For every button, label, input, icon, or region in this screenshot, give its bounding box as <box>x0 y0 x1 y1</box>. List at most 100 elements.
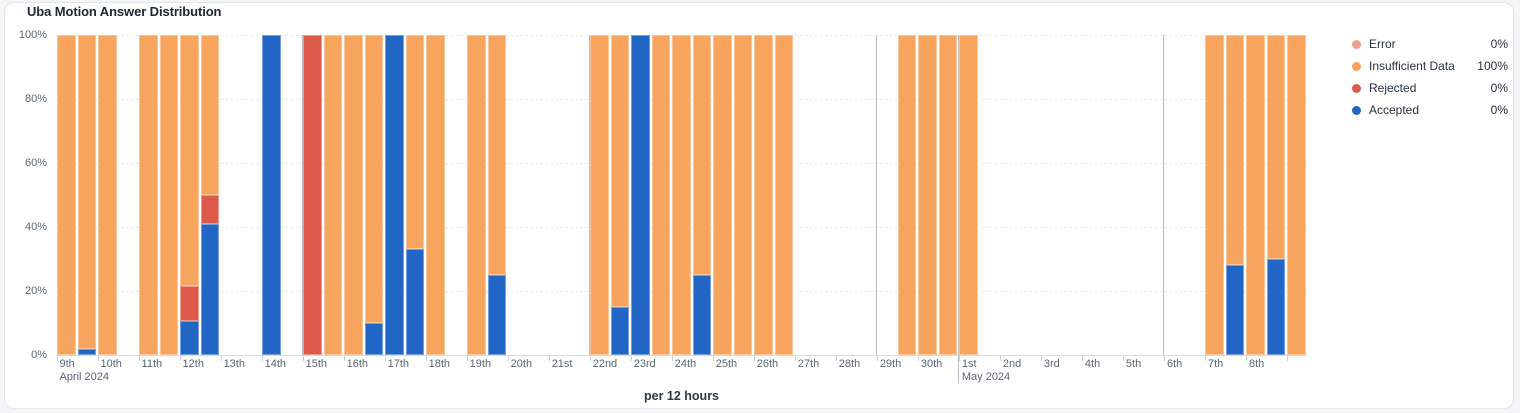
x-axis-tick <box>56 356 58 361</box>
bar-segment-accepted[interactable] <box>1266 259 1286 355</box>
bar-segment-insufficient_data[interactable] <box>774 35 794 355</box>
bar-segment-accepted[interactable] <box>262 35 281 355</box>
stacked-bar <box>323 35 343 355</box>
x-axis-tick-label: 11th <box>141 358 163 370</box>
stacked-bar <box>1225 35 1245 355</box>
stacked-bar <box>57 35 76 355</box>
stacked-bar <box>918 35 937 355</box>
bar-segment-insufficient_data[interactable] <box>590 35 609 355</box>
stacked-bar <box>487 35 507 355</box>
x-axis-tick <box>1122 356 1124 361</box>
x-axis-tick-label: 12th <box>182 358 204 370</box>
bar-segment-accepted[interactable] <box>364 323 384 355</box>
stacked-bar <box>467 35 486 355</box>
bar-segment-insufficient_data[interactable] <box>1246 35 1265 355</box>
bar-segment-insufficient_data[interactable] <box>200 35 220 196</box>
legend-item-insufficient_data[interactable]: Insufficient Data 100% <box>1352 55 1508 77</box>
x-axis-tick-label: 28th <box>838 358 861 370</box>
x-axis-tick <box>302 356 304 361</box>
bar-segment-insufficient_data[interactable] <box>1225 35 1245 266</box>
x-axis-tick-label: 18th <box>428 358 451 370</box>
bar-segment-accepted[interactable] <box>405 249 425 355</box>
bar-segment-insufficient_data[interactable] <box>651 35 671 355</box>
x-axis-tick-label: 4th <box>1084 358 1101 370</box>
bar-segment-accepted[interactable] <box>631 35 650 355</box>
x-axis-tick <box>753 356 755 361</box>
bar-segment-insufficient_data[interactable] <box>467 35 486 355</box>
bar-segment-insufficient_data[interactable] <box>672 35 691 355</box>
bar-segment-insufficient_data[interactable] <box>610 35 630 307</box>
stacked-bar <box>139 35 158 355</box>
bar-segment-rejected[interactable] <box>303 35 322 355</box>
x-axis-tick-label: 3rd <box>1043 358 1060 370</box>
bar-segment-rejected[interactable] <box>200 195 220 224</box>
bar-segment-accepted[interactable] <box>1225 265 1245 355</box>
legend-value: 0% <box>1490 81 1508 95</box>
legend-label: Accepted <box>1369 103 1420 117</box>
legend: Error 0% Insufficient Data 100% Rejected 0% Ac… <box>1352 33 1508 121</box>
stacked-bar <box>672 35 691 355</box>
bar-segment-insufficient_data[interactable] <box>57 35 76 355</box>
x-axis-tick <box>1081 356 1083 361</box>
bar-segment-insufficient_data[interactable] <box>1205 35 1224 355</box>
bar-segment-insufficient_data[interactable] <box>1266 35 1286 259</box>
y-axis-tick-label: 40% <box>24 221 47 233</box>
bar-segment-accepted[interactable] <box>692 275 712 355</box>
bar-segment-insufficient_data[interactable] <box>713 35 732 355</box>
bar-segment-accepted[interactable] <box>77 348 96 355</box>
x-axis-tick-label: 14th <box>264 358 286 370</box>
stacked-bar <box>959 35 978 355</box>
x-axis-tick <box>425 356 427 361</box>
bar-segment-insufficient_data[interactable] <box>426 35 445 355</box>
bar-segment-insufficient_data[interactable] <box>364 35 384 323</box>
x-axis-tick <box>1163 356 1165 361</box>
x-axis-tick <box>97 356 99 361</box>
bar-segment-accepted[interactable] <box>385 35 404 355</box>
x-axis-tick-label: 9th <box>59 358 75 370</box>
bar-segment-insufficient_data[interactable] <box>733 35 753 355</box>
bar-segment-insufficient_data[interactable] <box>897 35 917 355</box>
bar-segment-insufficient_data[interactable] <box>754 35 773 355</box>
bar-segment-insufficient_data[interactable] <box>180 35 199 287</box>
x-axis-tick-label: 8th <box>1248 358 1265 370</box>
x-axis-tick-label: 21st <box>551 358 573 370</box>
bar-segment-insufficient_data[interactable] <box>938 35 958 355</box>
stacked-bar <box>159 35 179 355</box>
stacked-bar <box>774 35 794 355</box>
bar-segment-insufficient_data[interactable] <box>344 35 363 355</box>
legend-item-accepted[interactable]: Accepted 0% <box>1352 99 1508 121</box>
bar-segment-insufficient_data[interactable] <box>1287 35 1306 355</box>
legend-label: Rejected <box>1369 81 1417 95</box>
week-gridline <box>1163 35 1165 355</box>
bar-segment-accepted[interactable] <box>610 307 630 355</box>
bar-segment-insufficient_data[interactable] <box>487 35 507 275</box>
legend-item-rejected[interactable]: Rejected 0% <box>1352 77 1508 99</box>
stacked-bar <box>180 35 199 355</box>
x-axis-tick <box>261 356 263 361</box>
x-axis-month-label: April 2024 <box>59 371 110 383</box>
week-gridline <box>589 35 591 355</box>
y-axis-tick-label: 60% <box>24 157 47 169</box>
x-axis-tick <box>384 356 386 361</box>
bar-segment-accepted[interactable] <box>487 275 507 355</box>
stacked-bar <box>1287 35 1306 355</box>
x-axis-tick <box>671 356 673 361</box>
stacked-bar <box>651 35 671 355</box>
bar-segment-rejected[interactable] <box>180 286 199 322</box>
bar-segment-insufficient_data[interactable] <box>98 35 117 355</box>
stacked-bar <box>692 35 712 355</box>
bar-segment-insufficient_data[interactable] <box>692 35 712 275</box>
bar-segment-insufficient_data[interactable] <box>323 35 343 355</box>
bar-segment-insufficient_data[interactable] <box>159 35 179 355</box>
x-axis-tick-label: 20th <box>510 358 533 370</box>
bar-segment-insufficient_data[interactable] <box>77 35 96 349</box>
bar-segment-insufficient_data[interactable] <box>139 35 158 355</box>
bar-segment-insufficient_data[interactable] <box>918 35 937 355</box>
stacked-bar <box>344 35 363 355</box>
bar-segment-insufficient_data[interactable] <box>959 35 978 355</box>
bar-segment-accepted[interactable] <box>180 321 199 355</box>
bar-segment-accepted[interactable] <box>200 223 220 355</box>
bar-segment-insufficient_data[interactable] <box>405 35 425 250</box>
legend-item-error[interactable]: Error 0% <box>1352 33 1508 55</box>
x-axis-tick <box>1204 356 1206 361</box>
